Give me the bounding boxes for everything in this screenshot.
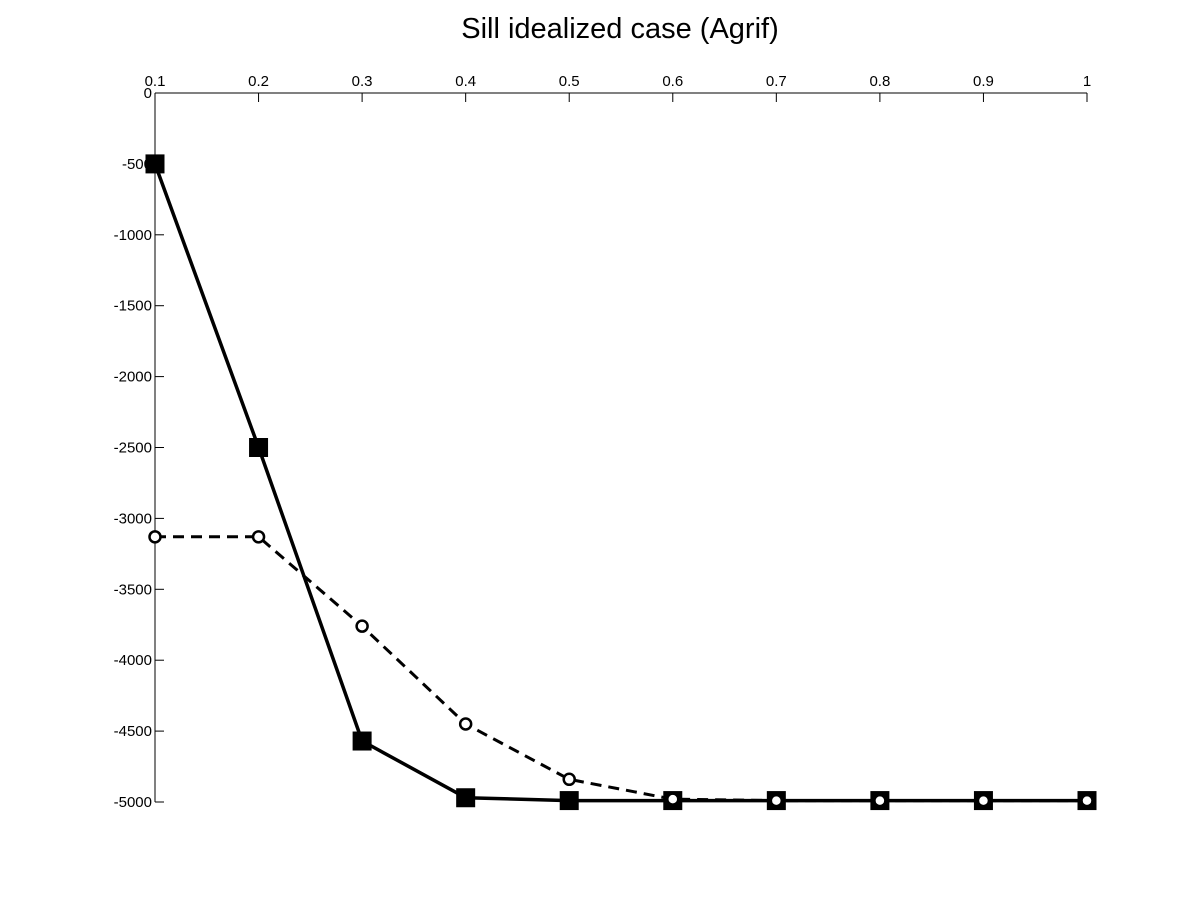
x-tick-label: 0.5 [559, 73, 580, 90]
series-2-point [458, 717, 473, 731]
series-2-point [976, 793, 991, 808]
x-tick-label: 1 [1083, 73, 1091, 90]
series-1-point [249, 438, 269, 457]
series-2-point [769, 793, 784, 808]
y-tick-label: -5000 [114, 794, 152, 811]
y-tick-label: -1000 [114, 227, 152, 244]
y-tick-label: -3500 [114, 581, 152, 598]
x-tick-label: 0.6 [662, 73, 683, 90]
y-tick-label: -4000 [114, 652, 152, 669]
y-tick-label: -3000 [114, 510, 152, 527]
x-tick-label: 0.4 [455, 73, 476, 90]
plot-area [145, 154, 1097, 811]
x-tick-label: 0.8 [869, 73, 890, 90]
series-2-point [251, 530, 266, 544]
series-1-point [559, 791, 579, 811]
y-tick-label: 0 [144, 85, 152, 102]
x-tick-label: 0.2 [248, 73, 269, 90]
x-tick-label: 0.1 [145, 73, 166, 90]
y-tick-label: -2000 [114, 369, 152, 386]
x-tick-label: 0.9 [973, 73, 994, 90]
y-tick-label: -4500 [114, 723, 152, 740]
series-2-point [873, 793, 887, 808]
series-2-point [355, 619, 369, 633]
series-1-point [145, 154, 165, 174]
series-1-point [456, 788, 476, 808]
series-1-point [352, 731, 372, 751]
y-tick-label: -1500 [114, 298, 152, 315]
series-1-line [153, 163, 1087, 803]
series-2-point [148, 530, 162, 544]
axes: 0.1 0.2 0.3 0.4 0.5 0.6 0.7 0.8 0.9 1 0 -500 -1000 -1… [114, 73, 1092, 811]
series-2-point [666, 792, 680, 806]
y-tick-label: -500 [122, 156, 152, 173]
x-tick-label: 0.3 [352, 73, 373, 90]
series-2-point [1080, 793, 1094, 808]
series-2-point [562, 772, 576, 787]
x-tick-label: 0.7 [766, 73, 787, 90]
y-tick-label: -2500 [114, 440, 152, 457]
chart-title: Sill idealized case (Agrif) [461, 13, 779, 45]
series-2-line [155, 535, 1087, 803]
